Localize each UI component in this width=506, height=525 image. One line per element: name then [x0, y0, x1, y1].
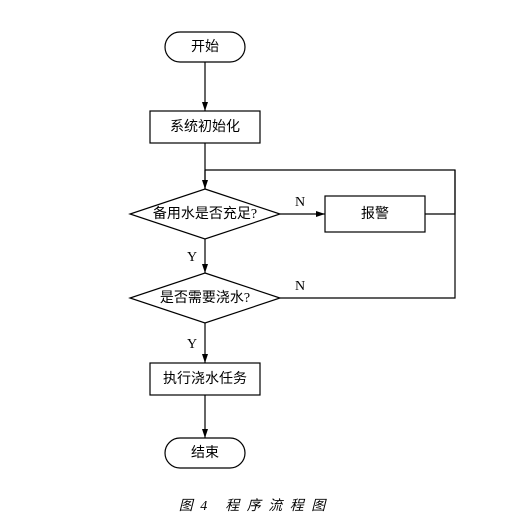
edge-label: Y	[187, 337, 197, 352]
node-label: 系统初始化	[170, 118, 240, 135]
flow-node: 开始	[165, 32, 245, 62]
node-label: 执行浇水任务	[163, 371, 247, 387]
edge-label: N	[295, 279, 305, 294]
flow-node: 系统初始化	[150, 111, 260, 143]
node-label: 开始	[191, 39, 219, 55]
node-label: 是否需要浇水?	[160, 290, 250, 306]
node-label: 备用水是否充足?	[153, 205, 257, 222]
flow-node: 备用水是否充足?	[130, 189, 280, 239]
flow-node: 执行浇水任务	[150, 363, 260, 395]
figure-caption: 图 4 程 序 流 程 图	[179, 498, 328, 514]
node-label: 报警	[361, 206, 389, 222]
flow-node: 报警	[325, 196, 425, 232]
flow-node: 是否需要浇水?	[130, 273, 280, 323]
edge-label: N	[295, 195, 305, 210]
flow-node: 结束	[165, 438, 245, 468]
node-label: 结束	[191, 445, 219, 461]
edge-label: Y	[187, 250, 197, 265]
flowchart: Y N Y N 开始系统初始化备用水是否充足? 报警是否需要浇水? 执行浇水任务结束图 4 …	[0, 0, 506, 525]
flow-edge	[280, 170, 455, 298]
